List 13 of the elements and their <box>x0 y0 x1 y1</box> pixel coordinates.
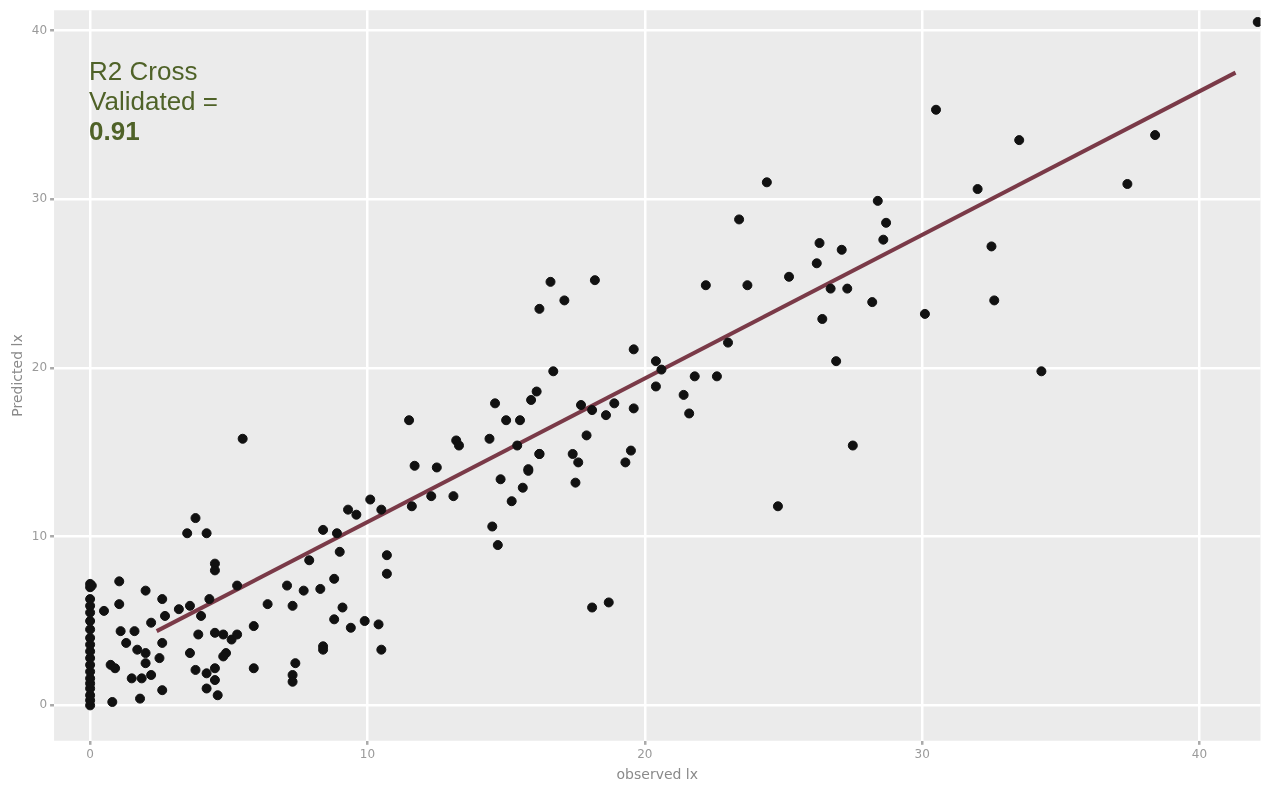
y-tick-label: 40 <box>31 22 48 37</box>
y-tick-label: 20 <box>31 360 48 375</box>
x-tick-label: 0 <box>86 747 94 762</box>
y-tick-label: 10 <box>31 528 48 543</box>
y-tick-label: 0 <box>39 697 48 712</box>
x-tick-label: 20 <box>637 747 653 762</box>
y-axis-title: Predicted lx <box>9 334 26 417</box>
y-tick-label: 30 <box>31 191 48 206</box>
x-tick-label: 30 <box>914 747 930 762</box>
annotation: R2 Cross Validated = 0.91 <box>89 56 218 147</box>
x-tick-label: 40 <box>1191 747 1208 762</box>
x-axis-title: observed lx <box>616 766 699 783</box>
x-tick-label: 10 <box>359 747 376 762</box>
